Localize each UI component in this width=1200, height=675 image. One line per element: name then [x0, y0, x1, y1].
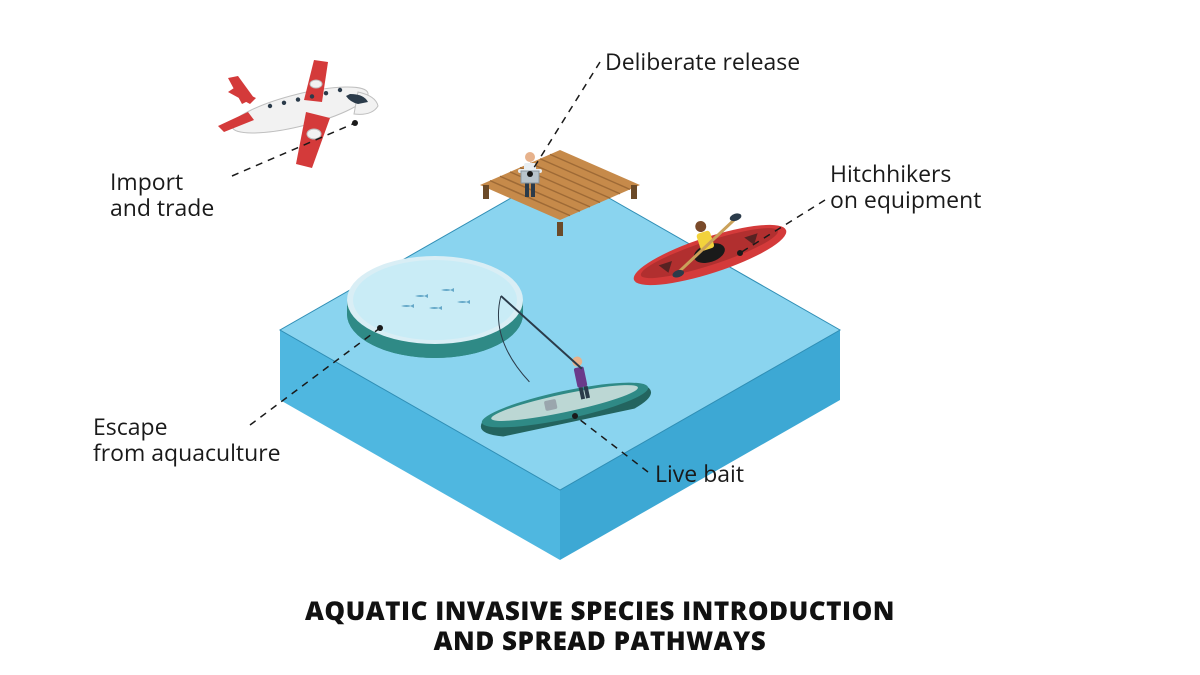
- label-live-bait: Live bait: [655, 460, 744, 486]
- airplane: [218, 60, 378, 168]
- label-import-trade: Import and trade: [110, 168, 214, 221]
- label-escape-aqua: Escape from aquaculture: [93, 413, 281, 466]
- scene-svg: [0, 0, 1200, 675]
- label-hitchhikers: Hitchhikers on equipment: [830, 160, 981, 213]
- label-deliberate: Deliberate release: [605, 48, 800, 74]
- infographic-stage: Import and trade Deliberate release Hitc…: [0, 0, 1200, 675]
- title-line2: AND SPREAD PATHWAYS: [0, 622, 1200, 658]
